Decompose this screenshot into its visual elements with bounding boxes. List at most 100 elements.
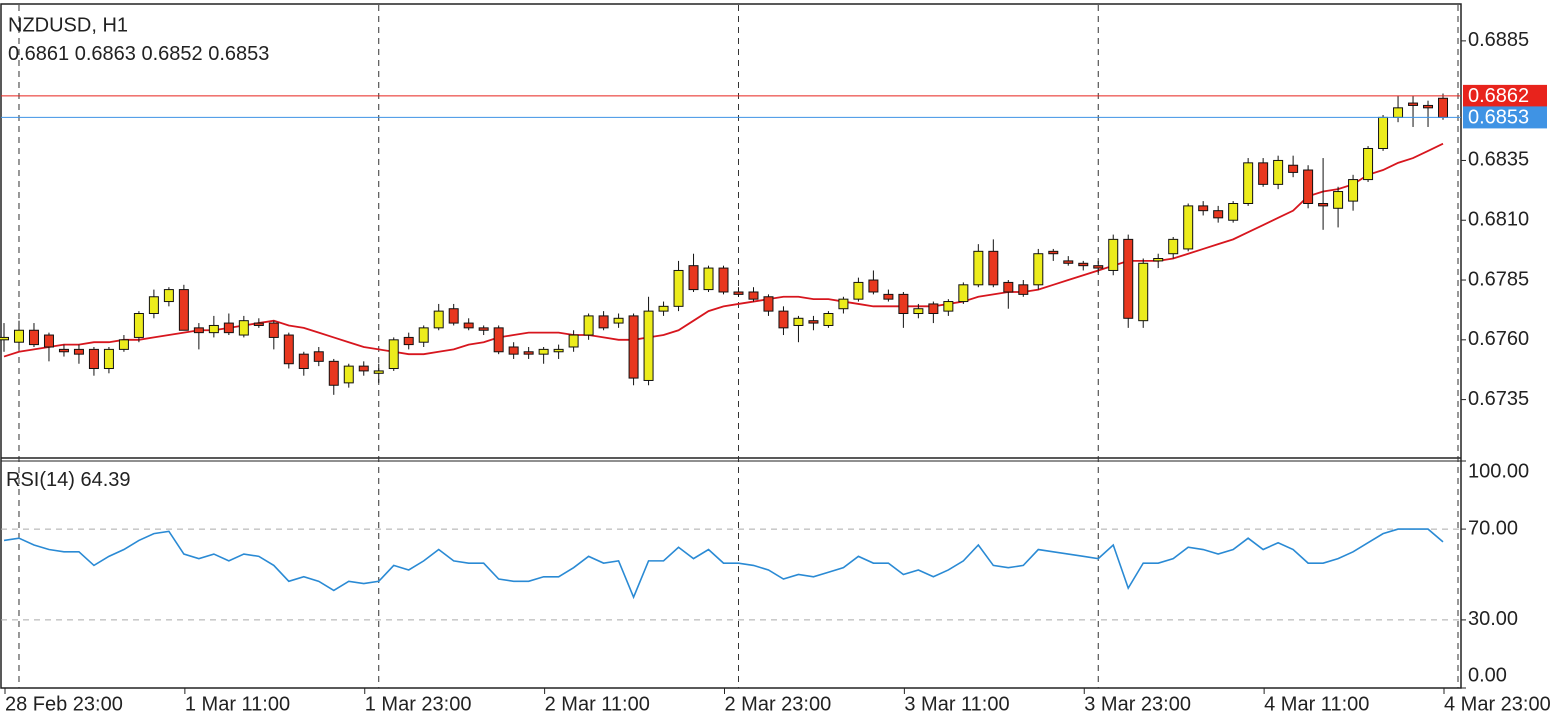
candle-body	[1378, 116, 1389, 149]
candle-body	[898, 293, 909, 315]
candle-body	[928, 303, 939, 315]
indicator-line	[3, 528, 1444, 600]
x-tick-label: 4 Mar 11:00	[1264, 693, 1369, 715]
candle-body	[1393, 107, 1404, 118]
y-tick-label: 0.6810	[1468, 209, 1529, 231]
y-tick-label: 0.6885	[1468, 29, 1529, 51]
close-value: 0.6853	[208, 43, 269, 65]
x-tick-label: 4 Mar 23:00	[1444, 693, 1551, 715]
x-tick-label: 2 Mar 11:00	[545, 693, 650, 715]
candle-body	[973, 250, 984, 286]
candle-body	[1018, 284, 1029, 295]
candle-body	[1033, 253, 1044, 286]
candle-body	[1258, 162, 1269, 185]
open-value: 0.6861	[8, 43, 69, 65]
candle-body	[388, 339, 399, 370]
candle-body	[1243, 162, 1254, 204]
candle-body	[463, 322, 474, 329]
candle-body	[1213, 210, 1224, 219]
candle-body	[823, 313, 834, 326]
candle-body	[1198, 205, 1209, 212]
y-tick-label: 0.6760	[1468, 328, 1529, 350]
candle-body	[238, 320, 249, 336]
candle-body	[1303, 169, 1314, 204]
low-value: 0.6852	[141, 43, 202, 65]
candle-body	[88, 348, 99, 370]
candle-body	[1333, 191, 1344, 209]
candle-body	[913, 308, 924, 315]
candle-body	[1063, 260, 1074, 264]
candle-body	[298, 353, 309, 370]
candle-body	[673, 269, 684, 307]
candle-body	[853, 281, 864, 300]
candle-body	[688, 265, 699, 291]
candle-body	[598, 315, 609, 329]
x-tick-label: 1 Mar 11:00	[185, 693, 290, 715]
candle-body	[1363, 147, 1374, 181]
candle-body	[208, 324, 219, 334]
x-tick-label: 28 Feb 23:00	[5, 693, 123, 715]
indicator-tick-label: 100.00	[1468, 460, 1529, 482]
candle-body	[268, 322, 279, 338]
y-tick-label: 0.6835	[1468, 149, 1529, 171]
candle-body	[1273, 159, 1284, 185]
candle-body	[808, 320, 819, 324]
candle-body	[1408, 102, 1419, 106]
candle-body	[103, 348, 114, 370]
candle-body	[1348, 179, 1359, 202]
moving-average-line	[3, 142, 1444, 358]
candle-body	[718, 267, 729, 293]
candle-body	[778, 310, 789, 329]
plot-layer: 28 Feb 23:00 1 Mar 11:00 1 Mar 23:00 2 Mar …	[0, 5, 1551, 715]
candle-body	[1093, 265, 1104, 269]
x-tick-label: 2 Mar 23:00	[724, 693, 831, 715]
candle-body	[178, 289, 189, 331]
candle-body	[478, 327, 489, 331]
candle-body	[73, 348, 84, 355]
candle-body	[373, 370, 384, 374]
candle-body	[703, 267, 714, 291]
candle-body	[448, 308, 459, 324]
candle-body	[628, 315, 639, 379]
candle-body	[118, 339, 129, 350]
candle-body	[583, 315, 594, 336]
candle-body	[733, 291, 744, 295]
candle-body	[418, 327, 429, 343]
price-label: 0.6862	[1468, 85, 1529, 107]
candle-body	[358, 365, 369, 372]
candle-body	[43, 334, 54, 348]
candle-body	[1138, 262, 1149, 322]
candle-body	[343, 365, 354, 384]
candle-body	[1003, 281, 1014, 293]
candle-body	[958, 284, 969, 303]
candle-body	[658, 305, 669, 312]
candle-body	[193, 327, 204, 334]
candle-body	[328, 360, 339, 386]
indicator-tick-label: 0.00	[1468, 664, 1507, 686]
candle-body	[313, 351, 324, 362]
indicator-name: RSI(14)	[6, 469, 75, 491]
high-value: 0.6863	[75, 43, 136, 65]
x-tick-label: 3 Mar 11:00	[904, 693, 1009, 715]
candle-body	[493, 327, 504, 353]
candle-body	[538, 348, 549, 355]
candle-body	[748, 291, 759, 300]
candle-body	[283, 334, 294, 365]
candle-body	[1423, 104, 1434, 109]
y-tick-label: 0.6785	[1468, 268, 1529, 290]
candle-body	[763, 296, 774, 312]
candle-body	[1318, 202, 1329, 207]
candle-body	[1048, 250, 1059, 255]
candle-body	[0, 336, 9, 341]
candle-body	[1168, 238, 1179, 255]
chart-title: NZDUSD, H1	[8, 14, 128, 36]
candle-body	[988, 250, 999, 286]
candle-body	[403, 336, 414, 346]
candle-body	[643, 310, 654, 381]
candle-body	[1183, 205, 1194, 250]
ohlc-readout: 0.6861 0.6863 0.6852 0.6853	[8, 43, 269, 65]
candle-body	[148, 296, 159, 315]
candle-body	[1228, 202, 1239, 221]
